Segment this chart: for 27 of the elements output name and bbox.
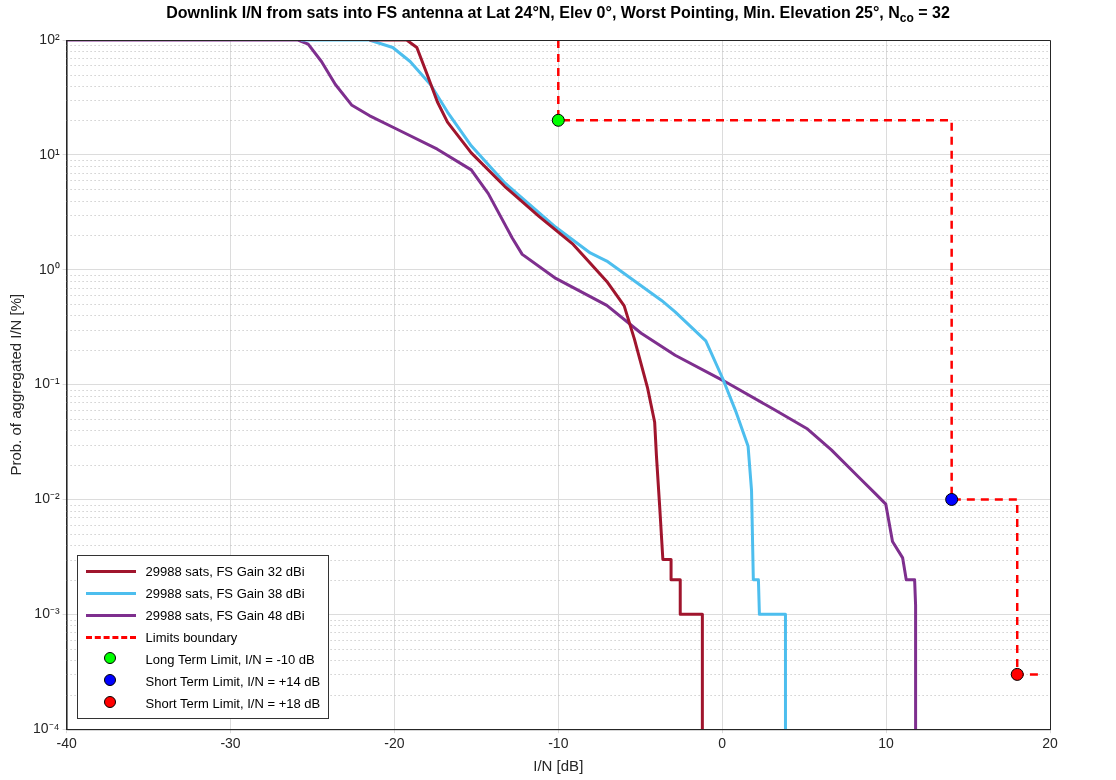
y-tick-label: 10²: [39, 30, 60, 47]
x-tick-label: 0: [718, 735, 727, 752]
x-tick-label: -10: [548, 735, 569, 752]
legend-label: Short Term Limit, I/N = +14 dB: [145, 673, 321, 689]
chart-title: Downlink I/N from sats into FS antenna at Lat 24°N, Elev 0°, Worst Pointing, Min. Elevation 25°, N$_{co}$ = 32: [165, 4, 951, 26]
legend-label: Limits boundary: [145, 629, 238, 645]
x-tick-label: -20: [384, 735, 405, 752]
x-tick-label: -40: [56, 735, 77, 752]
y-axis-title: Prob. of aggregated I/N [%]: [7, 293, 25, 476]
y-tick-label: 10⁻³: [34, 605, 60, 622]
legend-label: 29988 sats, FS Gain 32 dBi: [145, 563, 305, 579]
legend-label: Long Term Limit, I/N = -10 dB: [145, 651, 315, 667]
point: [1010, 667, 1024, 681]
legend-label: 29988 sats, FS Gain 38 dBi: [145, 585, 305, 601]
y-tick-label: 10⁻²: [34, 490, 60, 507]
y-tick-label: 10¹: [39, 145, 60, 162]
x-tick-label: 10: [878, 735, 895, 752]
point: [945, 492, 959, 506]
y-tick-label: 10⁻¹: [34, 375, 60, 392]
y-tick-label: 10⁻⁴: [32, 720, 60, 737]
x-tick-label: 20: [1042, 735, 1058, 752]
point: [551, 113, 565, 127]
legend-label: 29988 sats, FS Gain 48 dBi: [145, 607, 305, 623]
x-tick-label: -30: [220, 735, 241, 752]
legend-label: Short Term Limit, I/N = +18 dB: [145, 695, 321, 711]
x-axis-title: I/N [dB]: [533, 757, 584, 775]
y-tick-label: 10⁰: [39, 260, 60, 277]
